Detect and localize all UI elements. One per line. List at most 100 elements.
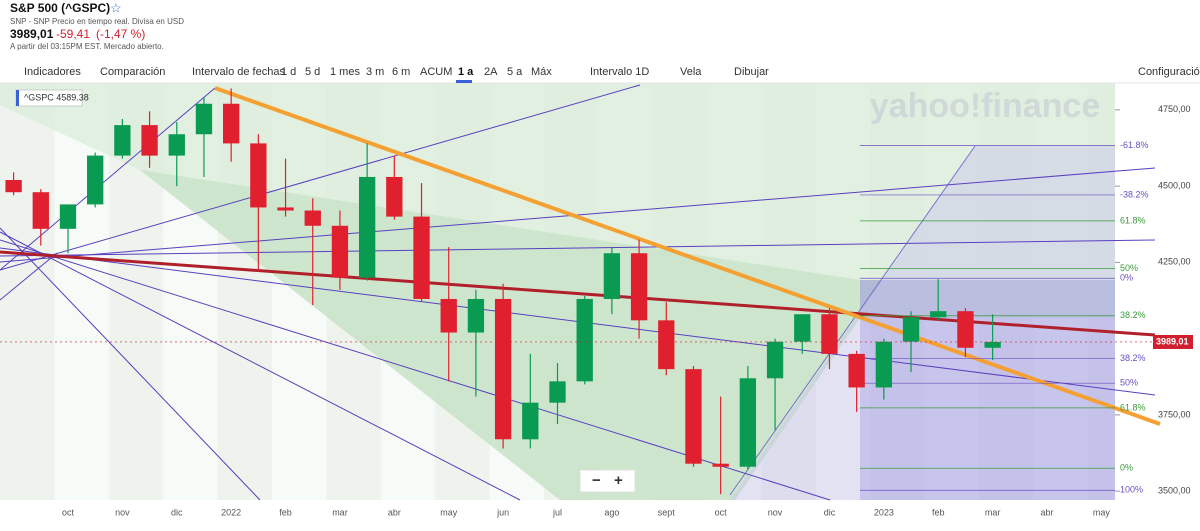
change-pct: (-1,47 %): [96, 27, 145, 41]
zoom-in[interactable]: +: [614, 472, 623, 489]
trend-orange: [214, 86, 1161, 426]
active-underline: [456, 80, 472, 83]
candle-body: [331, 225, 349, 278]
candle-body: [141, 125, 158, 156]
candle-body: [467, 298, 485, 333]
x-tick-label: jul: [552, 507, 562, 517]
change: -59,41: [56, 27, 90, 41]
x-tick-label: ago: [604, 507, 619, 517]
toolbar-item[interactable]: 1 mes: [330, 66, 360, 78]
legend: ^GSPC 4589.38: [24, 92, 89, 102]
candle-body: [576, 298, 593, 382]
settings[interactable]: Configuración: [1138, 66, 1200, 78]
candle-body: [494, 298, 512, 440]
toolbar-item[interactable]: Intervalo 1D: [590, 66, 649, 78]
x-tick-label: 2023: [874, 507, 894, 517]
watermark: yahoo!finance: [870, 87, 1100, 125]
candle-body: [630, 253, 648, 321]
candle-body: [223, 103, 240, 144]
last-price-label: 3989,01: [1156, 336, 1189, 346]
toolbar-item[interactable]: 3 m: [366, 66, 384, 78]
candle-body: [59, 204, 77, 229]
candle-body: [685, 369, 702, 464]
x-tick-label: abr: [1041, 507, 1054, 517]
toolbar-item[interactable]: 2A: [484, 66, 498, 78]
y-tick-label: 4250,00: [1158, 257, 1191, 267]
toolbar-item[interactable]: ACUM: [420, 66, 452, 78]
candle-body: [658, 320, 675, 370]
candle-body: [277, 207, 294, 211]
fib-label: -61.8%: [1120, 140, 1149, 150]
fib-label: 61.8%: [1120, 402, 1146, 412]
candle-body: [413, 216, 430, 299]
fib-label: 61.8%: [1120, 215, 1146, 225]
candle-body: [114, 125, 131, 156]
note: A partir del 03:15PM EST. Mercado abiert…: [10, 42, 164, 51]
fib-label: -38.2%: [1120, 189, 1149, 199]
fib-label: 100%: [1120, 485, 1143, 495]
x-tick-label: dic: [171, 507, 183, 517]
candle-body: [739, 378, 757, 467]
x-tick-label: may: [440, 507, 458, 517]
toolbar-item[interactable]: 1 d: [281, 66, 296, 78]
candle-body: [5, 180, 22, 193]
toolbar-item[interactable]: 1 a: [458, 66, 474, 78]
subtitle: SNP - SNP Precio en tiempo real. Divisa …: [10, 17, 184, 26]
last-price-tag: [1153, 334, 1193, 349]
candle-body: [250, 143, 267, 208]
stripe: [27, 83, 55, 500]
toolbar-item[interactable]: Dibujar: [734, 66, 769, 78]
fib-label: 50%: [1120, 378, 1138, 388]
candle-body: [848, 353, 865, 388]
x-tick-label: 2022: [221, 507, 241, 517]
candle-body: [358, 176, 376, 278]
toolbar-item[interactable]: Comparación: [100, 66, 165, 78]
candle-body: [195, 103, 213, 135]
toolbar-item[interactable]: Vela: [680, 66, 702, 78]
toolbar-item[interactable]: 5 d: [305, 66, 320, 78]
fan-zone-inner: [140, 170, 1115, 500]
candle-body: [32, 192, 49, 229]
x-tick-label: oct: [62, 507, 75, 517]
price: 3989,01: [10, 27, 54, 41]
x-tick-label: feb: [932, 507, 945, 517]
candle-body: [821, 314, 838, 354]
x-tick-label: sept: [658, 507, 676, 517]
toolbar-item[interactable]: Máx: [531, 66, 552, 78]
fib-label: 50%: [1120, 263, 1138, 273]
title: S&P 500 (^GSPC): [10, 1, 110, 15]
candle-body: [930, 311, 947, 318]
x-tick-label: nov: [115, 507, 130, 517]
candle-body: [87, 155, 104, 205]
x-tick-label: nov: [768, 507, 783, 517]
candle-body: [766, 341, 784, 379]
stripe: [0, 83, 28, 500]
candle-body: [603, 253, 621, 299]
fib-line: [729, 145, 976, 496]
candle-body: [440, 298, 457, 333]
toolbar-item[interactable]: 5 a: [507, 66, 523, 78]
candle-body: [984, 341, 1001, 348]
candle-body: [304, 210, 321, 226]
candle-body: [794, 314, 811, 342]
watch-star[interactable]: ☆: [110, 0, 122, 15]
x-tick-label: abr: [388, 507, 401, 517]
fib-label: 0%: [1120, 463, 1133, 473]
toolbar-item[interactable]: 6 m: [392, 66, 410, 78]
zoom-out[interactable]: −: [592, 472, 601, 489]
toolbar-item[interactable]: Indicadores: [24, 66, 81, 78]
y-tick-label: 4500,00: [1158, 180, 1191, 190]
candle-body: [875, 341, 892, 388]
candle-body: [549, 381, 566, 403]
x-tick-label: may: [1093, 507, 1111, 517]
y-tick-label: 3750,00: [1158, 409, 1191, 419]
x-tick-label: mar: [332, 507, 348, 517]
fib-label: 38.2%: [1120, 353, 1146, 363]
fib-label: 38.2%: [1120, 310, 1146, 320]
toolbar-item[interactable]: Intervalo de fechas: [192, 66, 285, 78]
x-tick-label: dic: [824, 507, 836, 517]
legend-swatch: [16, 90, 19, 106]
candle-body: [522, 402, 539, 440]
